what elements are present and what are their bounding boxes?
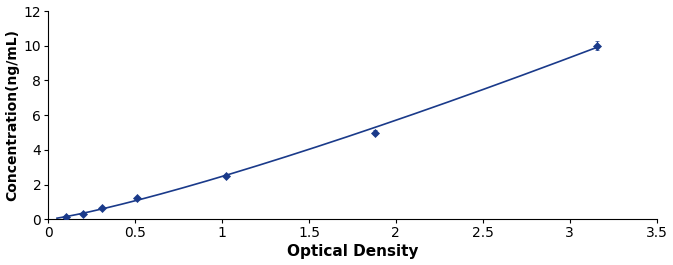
X-axis label: Optical Density: Optical Density xyxy=(287,244,418,259)
Y-axis label: Concentration(ng/mL): Concentration(ng/mL) xyxy=(5,29,20,201)
